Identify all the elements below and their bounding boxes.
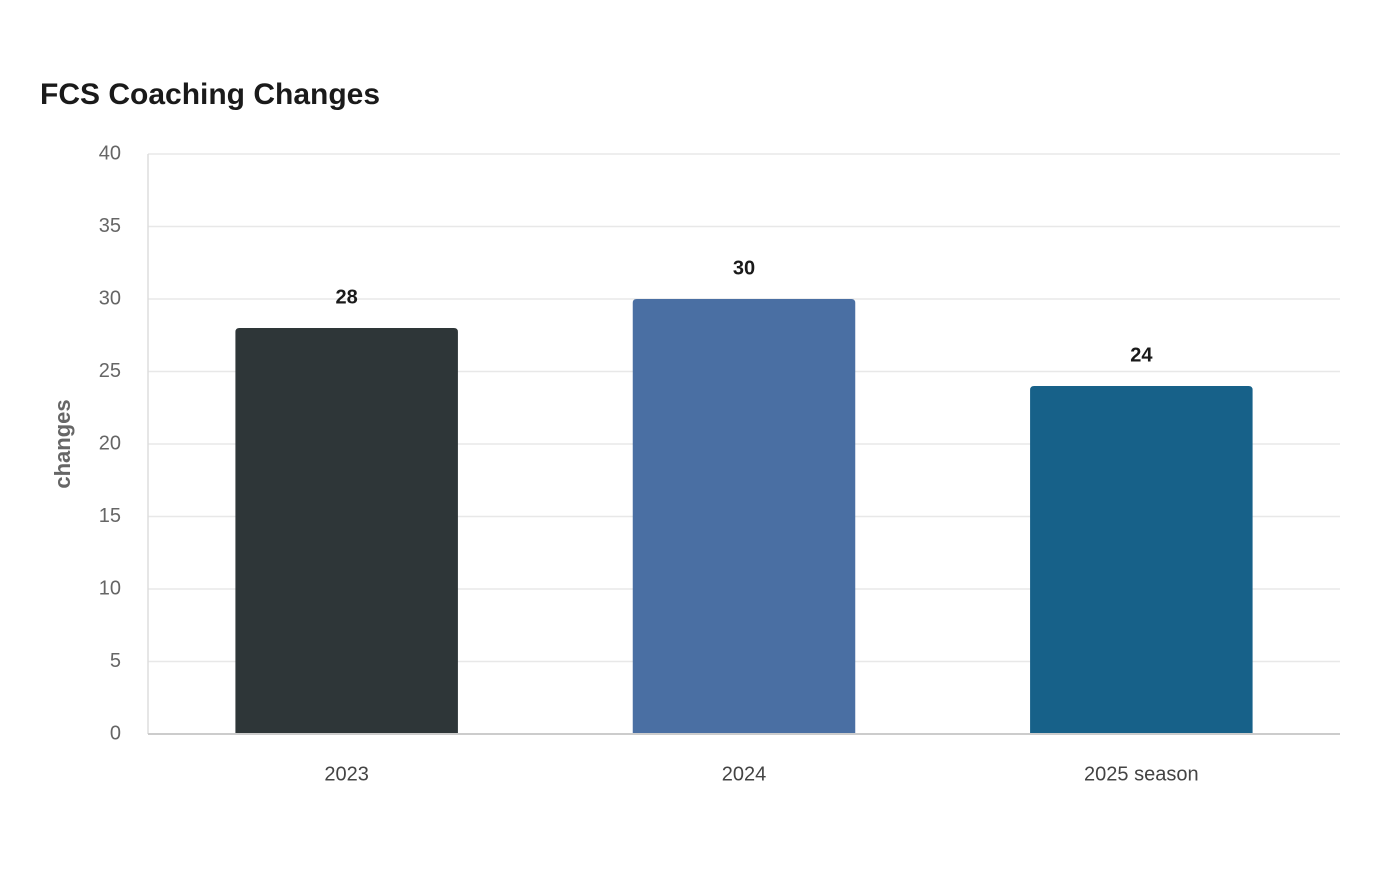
- bar: [235, 328, 458, 734]
- y-tick-label: 25: [99, 360, 121, 382]
- y-tick-label: 5: [110, 650, 121, 672]
- data-label: 24: [1130, 344, 1153, 366]
- x-tick-label: 2023: [324, 763, 369, 785]
- y-tick-label: 15: [99, 505, 121, 527]
- y-axis-label: changes: [50, 399, 75, 488]
- x-tick-label: 2024: [722, 763, 767, 785]
- y-tick-label: 30: [99, 287, 121, 309]
- data-label: 30: [733, 257, 755, 279]
- data-label: 28: [336, 286, 358, 308]
- y-tick-label: 0: [110, 722, 121, 744]
- bar: [632, 299, 856, 734]
- bar: [1030, 386, 1253, 734]
- y-tick-label: 10: [99, 577, 121, 599]
- y-tick-label: 40: [99, 142, 121, 164]
- x-tick-label: 2025 season: [1084, 763, 1199, 785]
- y-tick-label: 20: [99, 432, 121, 454]
- chart-title: FCS Coaching Changes: [40, 78, 380, 111]
- y-tick-label: 35: [99, 215, 121, 237]
